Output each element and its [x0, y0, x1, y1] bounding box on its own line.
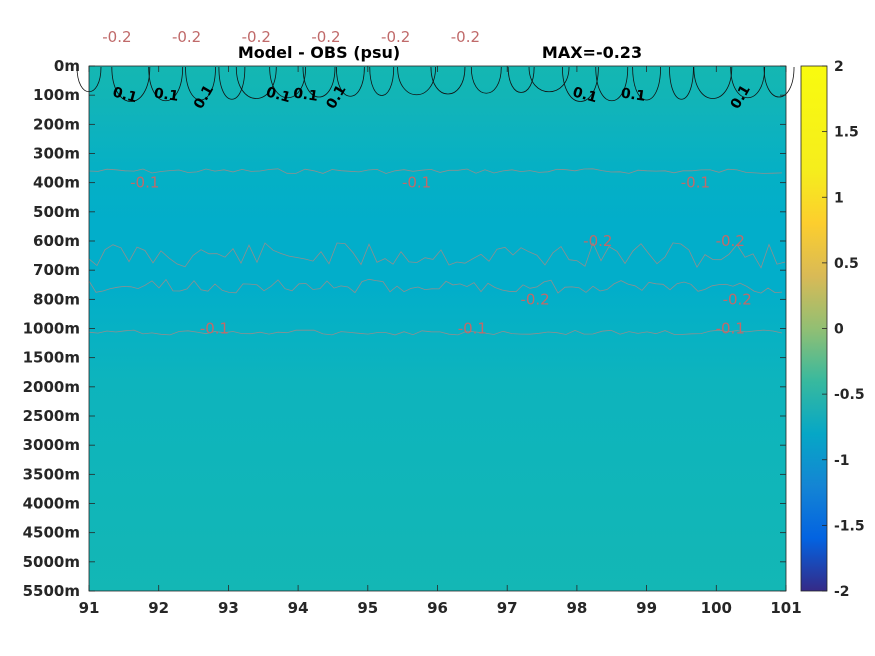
y-tick-label: 800m	[33, 290, 80, 308]
x-tick-label: 100	[701, 599, 732, 617]
contour-line-pos-0.1	[269, 66, 307, 98]
y-tick-label: 100m	[33, 86, 80, 104]
contour-label-negative: -0.2	[311, 28, 340, 46]
contour-line-pos-0.1	[763, 66, 795, 98]
contour-line-pos-0.1	[335, 66, 365, 97]
x-tick-label: 98	[566, 599, 587, 617]
contour-line-pos-0.1	[218, 66, 246, 100]
contour-label-negative: -0.2	[381, 28, 410, 46]
y-tick-label: 5500m	[23, 582, 80, 600]
contour-line-pos-0.1	[369, 66, 395, 96]
x-tick-label: 97	[497, 599, 518, 617]
contour-label-positive: 0.1	[292, 86, 319, 105]
y-tick-label: 700m	[33, 261, 80, 279]
contour-line-pos-0.1	[730, 66, 766, 98]
y-tick-label: 500m	[33, 203, 80, 221]
colorbar-tick-label: 2	[834, 59, 844, 75]
contour-line-pos-0.1	[397, 66, 436, 95]
x-tick-label: 94	[288, 599, 309, 617]
contour-line-pos-0.1	[470, 66, 502, 94]
contour-line-neg-0.2-upper	[88, 241, 786, 269]
y-tick-label: 400m	[33, 174, 80, 192]
y-tick-label: 4500m	[23, 524, 80, 542]
contour-line-pos-0.1	[632, 66, 661, 101]
max-value-label: MAX=-0.23	[542, 43, 642, 62]
y-tick-label: 0m	[54, 57, 80, 75]
contour-line-pos-0.1	[430, 66, 466, 95]
contour-label-negative: -0.1	[200, 320, 229, 338]
y-tick-label: 200m	[33, 115, 80, 133]
contour-label-negative: -0.2	[583, 232, 612, 250]
y-axis: 0m 100m 200m 300m 400m 500m 600m 700m 800m 1000m 1…	[23, 57, 786, 600]
colorbar-tick-label: -1	[834, 453, 850, 469]
contour-line-pos-0.1	[185, 66, 216, 101]
contour-label-negative: -0.1	[458, 320, 487, 338]
x-tick-label: 92	[148, 599, 169, 617]
colorbar-tick-label: -0.5	[834, 387, 865, 403]
contour-line-pos-0.1	[507, 66, 535, 93]
y-tick-label: 1000m	[23, 320, 80, 338]
colorbar-ticks: 2 1.5 1 0.5 0 -0.5 -1 -1.5 -2	[822, 59, 865, 600]
y-tick-label: 5000m	[23, 553, 80, 571]
contour-label-negative: -0.2	[716, 232, 745, 250]
y-tick-label: 3000m	[23, 436, 80, 454]
contour-line-pos-0.1	[235, 66, 277, 99]
y-tick-label: 4000m	[23, 495, 80, 513]
contour-label-positive: 0.1	[153, 86, 180, 105]
colorbar-tick-label: 0.5	[834, 256, 859, 272]
contour-line-pos-0.1	[669, 66, 694, 100]
contour-label-positive: 0.1	[620, 86, 647, 105]
contour-label-positive: 0.1	[571, 84, 599, 106]
x-tick-label: 99	[636, 599, 657, 617]
x-tick-label: 91	[79, 599, 100, 617]
contour-line-pos-0.1	[693, 66, 733, 99]
colorbar-tick-label: -1.5	[834, 518, 865, 534]
contour-line-neg-0.1-lower	[88, 329, 783, 336]
contour-label-negative: -0.2	[172, 28, 201, 46]
x-tick-label: 95	[357, 599, 378, 617]
contour-label-negative: -0.2	[242, 28, 271, 46]
contour-line-neg-0.2-lower	[88, 278, 783, 294]
y-tick-label: 2000m	[23, 378, 80, 396]
contour-line-neg-0.1-upper	[88, 168, 783, 174]
heatmap-field	[89, 66, 786, 591]
contour-label-negative: -0.2	[520, 290, 549, 308]
contour-line-pos-0.1	[595, 66, 629, 102]
plot-title: Model - OBS (psu)	[238, 43, 400, 62]
contour-line-pos-0.1	[302, 66, 336, 98]
colorbar-tick-label: -2	[834, 584, 850, 600]
contour-label-negative: -0.1	[716, 320, 745, 338]
x-tick-label: 93	[218, 599, 239, 617]
colorbar-tick-label: 1.5	[834, 125, 859, 141]
contour-label-positive: 0.1	[264, 84, 292, 106]
contour-label-negative: -0.1	[681, 174, 710, 192]
x-axis: 91 92 93 94 95 96 97 98 99 100 101	[79, 66, 802, 617]
y-tick-label: 1500m	[23, 349, 80, 367]
contour-label-positive: 0.1	[111, 84, 139, 106]
contour-line-pos-0.1	[528, 66, 570, 92]
contour-line-pos-0.1	[148, 66, 184, 102]
y-tick-label: 300m	[33, 145, 80, 163]
x-tick-label: 96	[427, 599, 448, 617]
colorbar-tick-label: 0	[834, 322, 844, 338]
colorbar-tick-label: 1	[834, 190, 844, 206]
contour-label-negative: -0.2	[723, 290, 752, 308]
contour-label-negative: -0.1	[130, 174, 159, 192]
y-tick-label: 600m	[33, 232, 80, 250]
contour-lines	[76, 66, 795, 336]
contour-label-negative: -0.1	[402, 174, 431, 192]
y-tick-label: 3500m	[23, 465, 80, 483]
contour-label-negative: -0.2	[102, 28, 131, 46]
contour-label-negative: -0.2	[451, 28, 480, 46]
y-tick-label: 2500m	[23, 407, 80, 425]
contour-line-pos-0.1	[111, 66, 151, 102]
x-tick-label: 101	[770, 599, 801, 617]
